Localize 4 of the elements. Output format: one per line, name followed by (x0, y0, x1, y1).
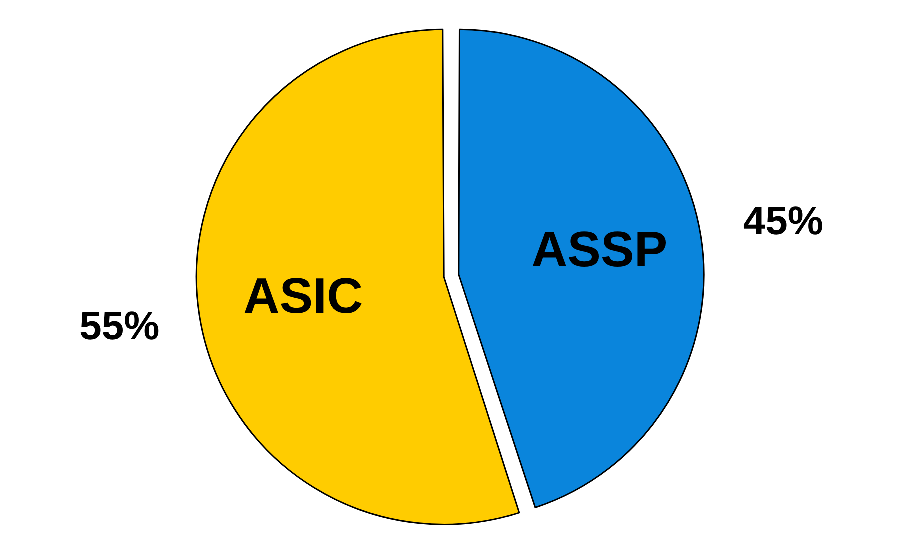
data-label: 55% (80, 304, 160, 349)
data-label: 45% (743, 199, 824, 244)
slice-label: ASSP (532, 221, 668, 278)
slice-label: ASIC (244, 268, 364, 324)
